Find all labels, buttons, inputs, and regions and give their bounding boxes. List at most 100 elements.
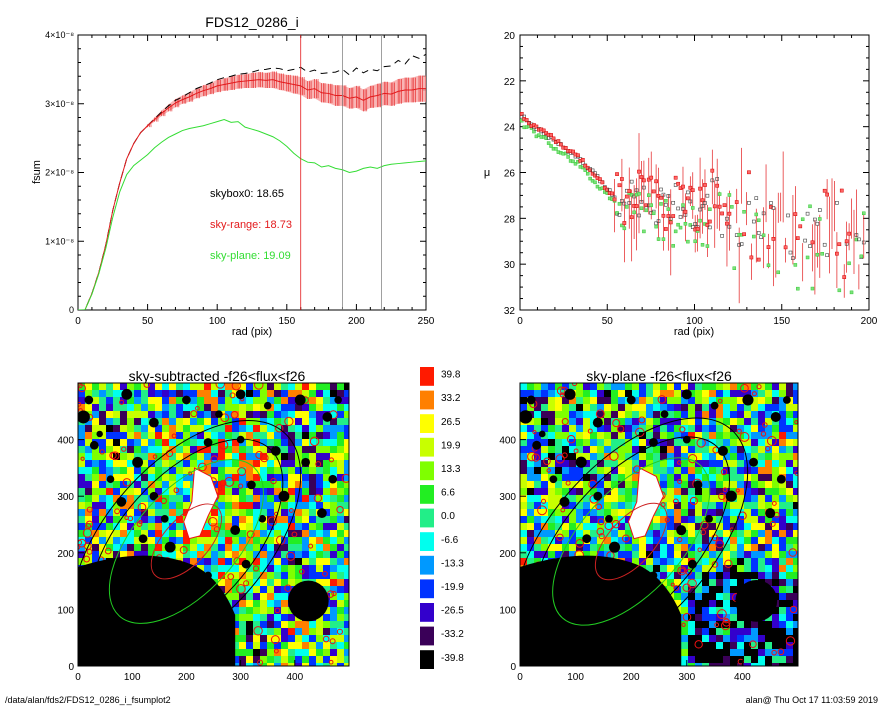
map-cell (744, 502, 752, 510)
map-cell (120, 432, 128, 440)
map-cell (744, 418, 752, 426)
map-cell (295, 509, 303, 517)
map-cell (316, 523, 324, 531)
map-cell (702, 565, 710, 573)
map-cell (765, 502, 773, 510)
map-cell (534, 551, 542, 559)
map-cell (120, 551, 128, 559)
contour (78, 538, 87, 548)
x-tick-label: 50 (142, 316, 154, 327)
map-cell (772, 628, 780, 636)
map-cell (646, 523, 654, 531)
map-cell (772, 572, 780, 580)
map-cell (716, 474, 724, 482)
map-cell (646, 460, 654, 468)
map-cell (218, 572, 226, 580)
skybox0-point (817, 208, 822, 212)
map-cell (758, 481, 766, 489)
map-cell (169, 488, 177, 496)
map-cell (730, 614, 738, 622)
map-cell (555, 467, 563, 475)
map-cell (323, 488, 331, 496)
mask-star (608, 541, 621, 553)
map-cell (786, 593, 794, 601)
map-cell (232, 600, 240, 608)
map-cell (695, 502, 703, 510)
map-cell (295, 439, 303, 447)
skybox0-point (756, 231, 761, 235)
y-tick-label: 200 (57, 549, 74, 560)
sky-range-point (520, 111, 524, 116)
sky-range-point (600, 180, 605, 185)
map-cell (751, 390, 759, 398)
map-cell (758, 537, 766, 545)
map-cell (330, 446, 338, 454)
map-cell (211, 523, 219, 531)
map-cell (737, 411, 745, 419)
sky-plane-point (730, 205, 734, 209)
map-cell (309, 397, 317, 405)
map-cell (162, 439, 170, 447)
mask-star (575, 456, 587, 468)
contour (765, 445, 771, 452)
map-cell (737, 649, 745, 657)
sky-range-point (549, 133, 553, 137)
contour (124, 515, 129, 520)
map-cell (99, 460, 107, 468)
map-cell (323, 453, 331, 461)
map-cell (232, 544, 240, 552)
contour (227, 573, 235, 580)
mask-star-large (520, 555, 682, 666)
map-cell (632, 558, 640, 566)
map-cell (709, 614, 717, 622)
map-cell (281, 383, 289, 391)
map-cell (786, 460, 794, 468)
map-cell (576, 404, 584, 412)
map-cell (253, 642, 261, 650)
map-cell (295, 530, 303, 538)
map-cell (183, 537, 191, 545)
y-tick-label: 300 (499, 492, 516, 503)
map-cell (702, 663, 710, 666)
map-cell (99, 439, 107, 447)
map-cell (337, 390, 345, 398)
map-cell (323, 565, 331, 573)
map-cell (337, 593, 345, 601)
sky-plane-point (698, 218, 702, 223)
map-cell (639, 411, 647, 419)
map-cell (716, 404, 724, 412)
sky-plane-point (661, 237, 666, 241)
map-cell (106, 425, 114, 433)
map-cell (681, 453, 689, 461)
map-cell (225, 523, 233, 531)
contour (681, 622, 686, 627)
map-cell (709, 558, 717, 566)
map-cell (562, 509, 570, 517)
map-cell (695, 446, 703, 454)
map-cell (527, 432, 535, 440)
sky-range-point (727, 211, 732, 216)
map-cell (723, 460, 731, 468)
map-cell (793, 572, 798, 580)
contour (257, 659, 264, 666)
map-cell (520, 551, 528, 559)
contour (231, 383, 241, 391)
map-cell (267, 593, 275, 601)
contour (739, 432, 750, 442)
map-cell (772, 621, 780, 629)
map-cell (723, 572, 731, 580)
map-cell (281, 558, 289, 566)
map-cell (576, 551, 584, 559)
map-cell (674, 439, 682, 447)
map-cell (218, 551, 226, 559)
map-cell (632, 551, 640, 559)
map-cell (267, 635, 275, 643)
map-cell (288, 565, 296, 573)
contour (220, 413, 230, 423)
mask-star (149, 417, 159, 428)
map-cell (337, 383, 345, 391)
map-cell (281, 572, 289, 580)
map-cell (569, 460, 577, 468)
map-cell (232, 579, 240, 587)
